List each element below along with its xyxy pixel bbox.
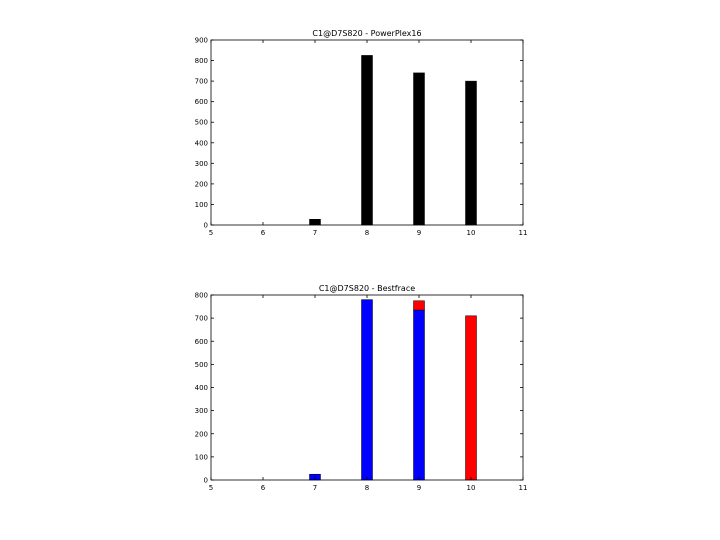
x-tick-label: 9: [417, 229, 421, 237]
bar-8-series-0: [361, 299, 373, 481]
y-tick-label: 0: [204, 477, 208, 485]
x-tick-label: 6: [261, 229, 266, 237]
chart-powerplex16: C1@D7S820 - PowerPlex16 5 6 7 8 9 10 11 0 100 200…: [195, 29, 528, 237]
y-tick-label: 100: [195, 201, 208, 209]
bar-10: [465, 80, 477, 226]
bar-9-series-1: [413, 300, 425, 311]
y-tick-label: 700: [195, 315, 208, 323]
x-tick-label: 6: [261, 484, 266, 492]
y-tick-label: 700: [195, 78, 208, 86]
y-tick-label: 200: [195, 180, 208, 188]
y-tick-label: 900: [195, 37, 208, 45]
y-tick-label: 500: [195, 361, 208, 369]
y-tick-label: 200: [195, 430, 208, 438]
x-tick-label: 7: [313, 229, 317, 237]
bar-9: [413, 72, 425, 226]
x-tick-label: 5: [209, 229, 213, 237]
chart-title: C1@D7S820 - PowerPlex16: [312, 29, 421, 38]
y-tick-label: 500: [195, 119, 208, 127]
y-tick-label: 400: [195, 139, 208, 147]
x-tick-label: 10: [467, 229, 476, 237]
y-tick-label: 300: [195, 160, 208, 168]
bar-9-series-0: [413, 309, 425, 481]
x-tick-label: 8: [365, 484, 369, 492]
y-tick-label: 400: [195, 384, 208, 392]
x-tick-label: 11: [519, 229, 528, 237]
y-tick-label: 300: [195, 407, 208, 415]
y-tick-label: 600: [195, 98, 208, 106]
x-tick-label: 10: [467, 484, 476, 492]
x-tick-label: 5: [209, 484, 213, 492]
chart-title: C1@D7S820 - Bestfrace: [319, 284, 415, 293]
y-tick-label: 100: [195, 453, 208, 461]
x-tick-label: 8: [365, 229, 369, 237]
y-tick-label: 800: [195, 292, 208, 300]
x-tick-label: 7: [313, 484, 317, 492]
bar-10-series-1: [465, 315, 477, 481]
y-tick-label: 800: [195, 57, 208, 65]
chart-bestfrace: C1@D7S820 - Bestfrace 5 6 7 8 9 10 11 0 100 200 30…: [195, 284, 528, 492]
x-tick-label: 11: [519, 484, 528, 492]
bar-8: [361, 55, 373, 226]
x-tick-label: 9: [417, 484, 421, 492]
y-tick-label: 600: [195, 338, 208, 346]
y-tick-label: 0: [204, 222, 208, 230]
